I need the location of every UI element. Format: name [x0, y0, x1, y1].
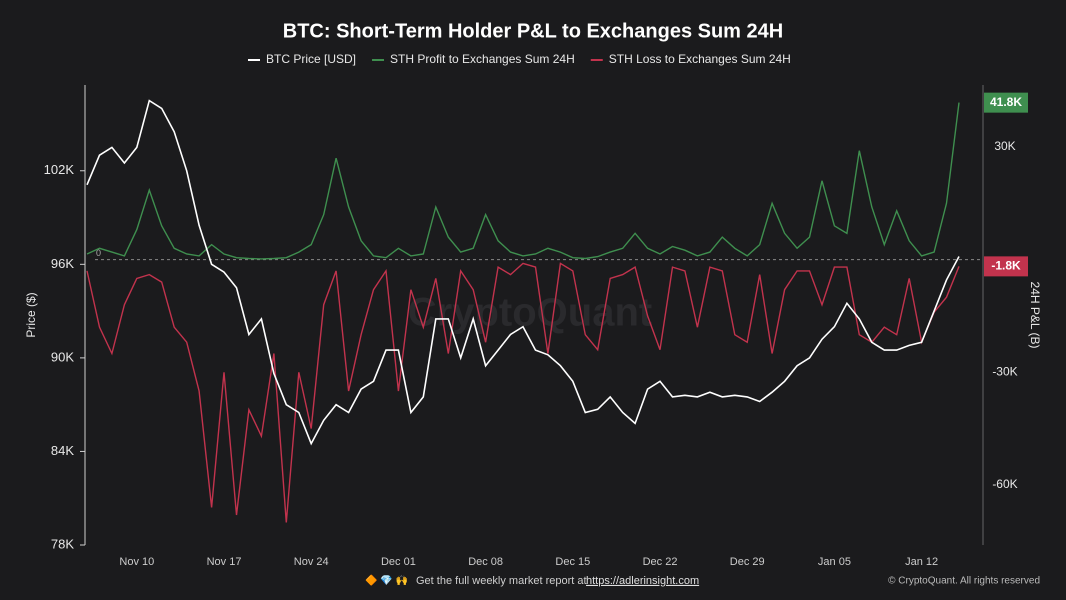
x-tick-label: Jan 05 [818, 556, 851, 568]
legend-label: BTC Price [USD] [266, 52, 356, 66]
x-tick-label: Nov 24 [294, 556, 329, 568]
footer-icons: 🔶 💎 🙌 [365, 574, 408, 587]
x-tick-label: Dec 22 [643, 556, 678, 568]
footer-text: Get the full weekly market report at [416, 575, 587, 587]
y-tick-label: 96K [51, 256, 74, 271]
y-tick-label: 102K [44, 162, 75, 177]
watermark: CryptoQuant [408, 291, 652, 335]
y-tick-label: 78K [51, 536, 74, 551]
x-tick-label: Jan 12 [905, 556, 938, 568]
last-value-badge [984, 92, 1028, 113]
chart-title: BTC: Short-Term Holder P&L to Exchanges … [283, 20, 783, 42]
y-tick-label: 90K [51, 349, 74, 364]
last-value-badge [984, 256, 1028, 277]
legend-label: STH Loss to Exchanges Sum 24H [609, 52, 791, 66]
x-tick-label: Nov 10 [119, 556, 154, 568]
x-tick-label: Dec 29 [730, 556, 765, 568]
series-line [86, 99, 960, 446]
y2-axis-title: 24H P&L (B) [1028, 282, 1042, 349]
x-tick-label: Dec 01 [381, 556, 416, 568]
y2-tick-label: 30K [994, 139, 1015, 153]
last-value-label: 41.8K [990, 95, 1022, 109]
zero-label: 0 [96, 248, 101, 258]
x-tick-label: Dec 08 [468, 556, 503, 568]
footer-link[interactable]: https://adlerinsight.com [586, 575, 699, 587]
last-value-label: -1.8K [991, 259, 1021, 273]
series-line [86, 262, 960, 523]
y-tick-label: 84K [51, 443, 74, 458]
copyright: © CryptoQuant. All rights reserved [888, 576, 1040, 587]
y-axis-title: Price ($) [24, 292, 38, 337]
legend-label: STH Profit to Exchanges Sum 24H [390, 52, 575, 66]
y2-tick-label: -30K [992, 364, 1017, 378]
x-tick-label: Dec 15 [555, 556, 590, 568]
series-line [86, 102, 960, 260]
y2-tick-label: -60K [992, 477, 1017, 491]
x-tick-label: Nov 17 [207, 556, 242, 568]
